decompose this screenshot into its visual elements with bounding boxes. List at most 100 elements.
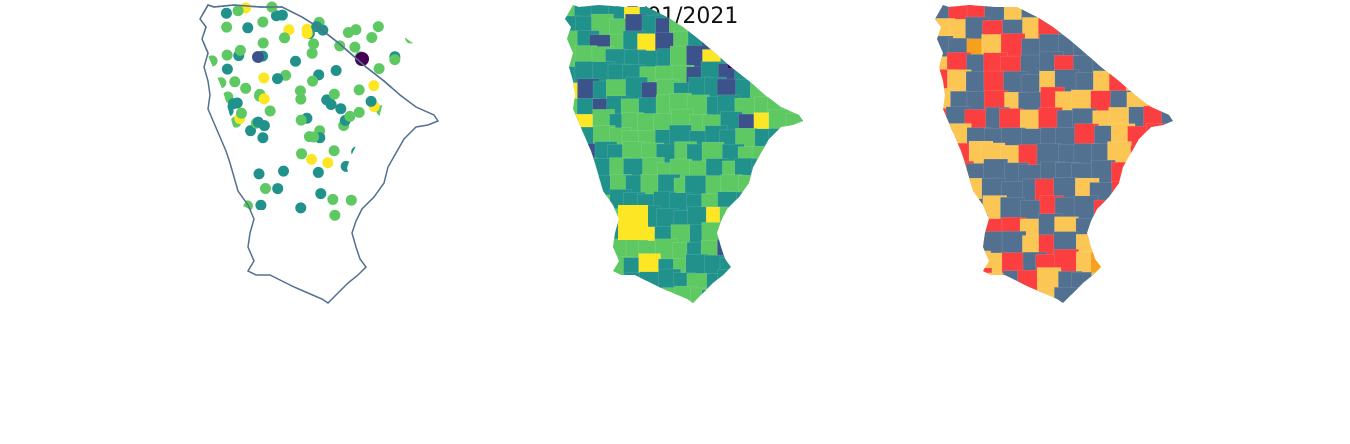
municipality xyxy=(736,209,760,232)
municipality xyxy=(766,287,790,303)
station-point xyxy=(220,275,231,286)
station-point xyxy=(263,227,275,238)
station-point xyxy=(427,5,433,17)
municipality xyxy=(799,64,803,87)
municipality xyxy=(575,143,599,166)
municipality xyxy=(1179,56,1190,80)
station-point xyxy=(252,116,264,128)
municipality xyxy=(718,301,741,303)
municipality xyxy=(1125,269,1150,294)
municipality xyxy=(816,223,820,245)
municipality xyxy=(738,285,761,303)
municipality xyxy=(1127,287,1152,303)
municipality xyxy=(781,208,803,232)
municipality xyxy=(815,209,820,231)
municipality xyxy=(783,174,803,197)
station-point xyxy=(221,63,233,75)
municipality xyxy=(768,128,791,151)
municipality xyxy=(574,290,598,303)
municipality xyxy=(565,258,582,281)
municipality xyxy=(818,302,820,320)
station-point xyxy=(360,166,372,178)
station-point xyxy=(206,233,218,238)
municipality xyxy=(1091,272,1116,297)
municipality xyxy=(594,290,617,303)
municipality xyxy=(815,163,820,185)
municipality xyxy=(1089,233,1115,258)
station-point xyxy=(345,194,357,206)
municipality xyxy=(770,190,793,213)
municipality xyxy=(947,178,972,204)
station-point xyxy=(306,257,317,268)
municipality xyxy=(608,302,631,303)
station-point xyxy=(221,49,233,61)
state-outline xyxy=(199,4,440,304)
municipality xyxy=(565,159,585,183)
station-point xyxy=(322,157,334,169)
municipality xyxy=(816,1,820,23)
station-point xyxy=(202,145,214,157)
municipality xyxy=(1107,16,1132,42)
station-point xyxy=(276,9,288,21)
municipality xyxy=(728,58,738,68)
municipality xyxy=(1109,36,1134,62)
municipality xyxy=(1004,304,1028,320)
municipality xyxy=(1165,91,1173,116)
station-point xyxy=(334,40,346,52)
municipality xyxy=(703,305,725,320)
municipality xyxy=(1126,231,1151,256)
station-point xyxy=(415,238,426,249)
station-point xyxy=(223,175,235,187)
municipality xyxy=(1179,74,1190,98)
municipality xyxy=(1093,19,1119,44)
municipality xyxy=(1182,162,1190,186)
municipality xyxy=(1001,287,1026,303)
municipality xyxy=(801,5,803,25)
station-point xyxy=(255,199,267,211)
station-point xyxy=(295,93,307,105)
station-point xyxy=(257,132,269,144)
station-point xyxy=(281,290,292,301)
municipality xyxy=(935,198,952,223)
municipality xyxy=(721,226,744,249)
municipality xyxy=(1130,307,1154,320)
municipality xyxy=(783,78,803,101)
station-point xyxy=(407,158,419,170)
municipality xyxy=(1054,287,1079,303)
station-point xyxy=(254,219,266,231)
municipality xyxy=(607,274,630,298)
municipality xyxy=(738,174,761,198)
municipality xyxy=(1129,16,1155,41)
municipality xyxy=(1145,123,1171,148)
municipality xyxy=(749,290,773,303)
municipality xyxy=(1148,254,1173,279)
station-point xyxy=(232,5,244,17)
municipality xyxy=(576,273,599,297)
municipality xyxy=(803,306,820,320)
municipality xyxy=(935,289,952,303)
municipality xyxy=(578,205,602,229)
station-point xyxy=(214,279,225,290)
municipality xyxy=(784,129,803,152)
municipality xyxy=(1093,289,1118,303)
municipality xyxy=(590,270,613,293)
station-point xyxy=(419,237,431,238)
station-point xyxy=(258,72,270,84)
municipality xyxy=(798,240,803,264)
station-point xyxy=(372,274,383,285)
municipality xyxy=(670,305,692,320)
municipality xyxy=(624,301,648,303)
municipality xyxy=(754,302,777,303)
municipality xyxy=(1130,145,1155,170)
municipality xyxy=(784,145,803,169)
station-point xyxy=(220,7,232,19)
station-point xyxy=(257,16,269,28)
station-point xyxy=(369,157,381,169)
municipality xyxy=(1109,50,1134,76)
municipality xyxy=(565,174,583,197)
municipality xyxy=(1166,163,1173,188)
municipality xyxy=(752,13,775,36)
municipality xyxy=(576,240,599,264)
municipality xyxy=(1093,36,1118,61)
category-choropleth-map xyxy=(935,5,1190,320)
